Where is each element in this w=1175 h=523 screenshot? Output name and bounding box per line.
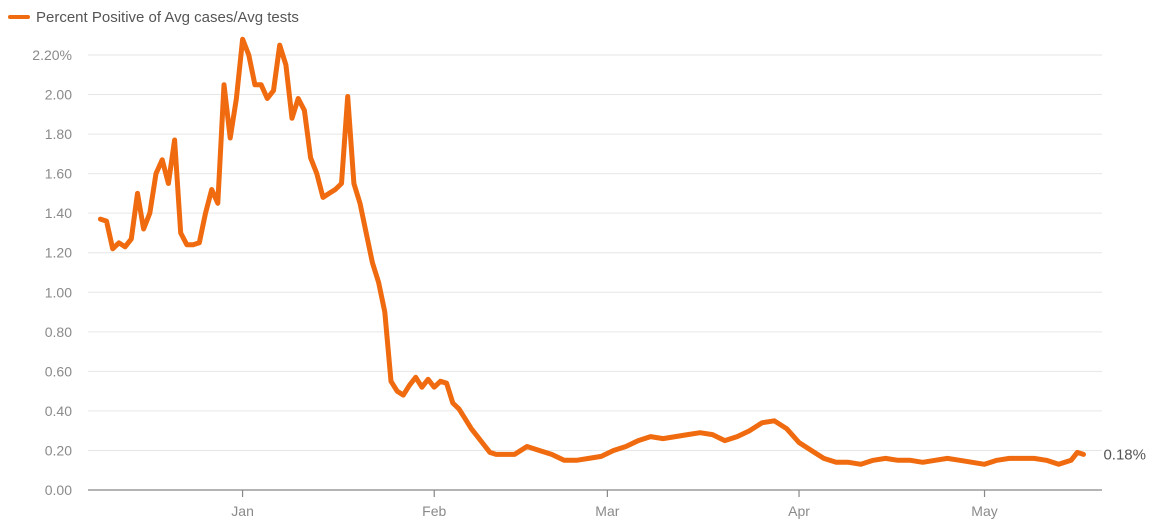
y-tick-label: 0.40 (45, 403, 72, 419)
gridlines (88, 54, 1102, 451)
y-tick-label: 2.20% (32, 47, 72, 63)
y-tick-label: 0.60 (45, 363, 72, 379)
y-tick-label: 1.20 (45, 245, 72, 261)
y-tick-label: 0.00 (45, 482, 72, 498)
x-tick-label: Apr (788, 503, 810, 519)
end-value-group: 0.18% (1103, 446, 1146, 463)
y-tick-label: 1.00 (45, 284, 72, 300)
legend-label: Percent Positive of Avg cases/Avg tests (36, 8, 299, 26)
y-tick-label: 0.20 (45, 442, 72, 458)
x-tick-label: Feb (422, 503, 446, 519)
x-tick-label: May (971, 503, 997, 519)
x-axis-labels: Jan Feb Mar Apr May (231, 490, 998, 519)
y-tick-label: 1.80 (45, 126, 72, 142)
y-tick-label: 0.80 (45, 324, 72, 340)
series-group (97, 36, 1086, 467)
end-value-label: 0.18% (1103, 446, 1146, 463)
legend-swatch (8, 15, 30, 19)
series-line (97, 36, 1086, 467)
chart-legend: Percent Positive of Avg cases/Avg tests (8, 6, 299, 28)
y-tick-label: 1.60 (45, 166, 72, 182)
y-tick-label: 2.00 (45, 87, 72, 103)
y-axis-labels: 0.00 0.20 0.40 0.60 0.80 1.00 1.20 1.40 1.60 1.80… (32, 47, 72, 498)
x-tick-label: Mar (595, 503, 619, 519)
x-tick-label: Jan (231, 503, 254, 519)
y-tick-label: 1.40 (45, 205, 72, 221)
